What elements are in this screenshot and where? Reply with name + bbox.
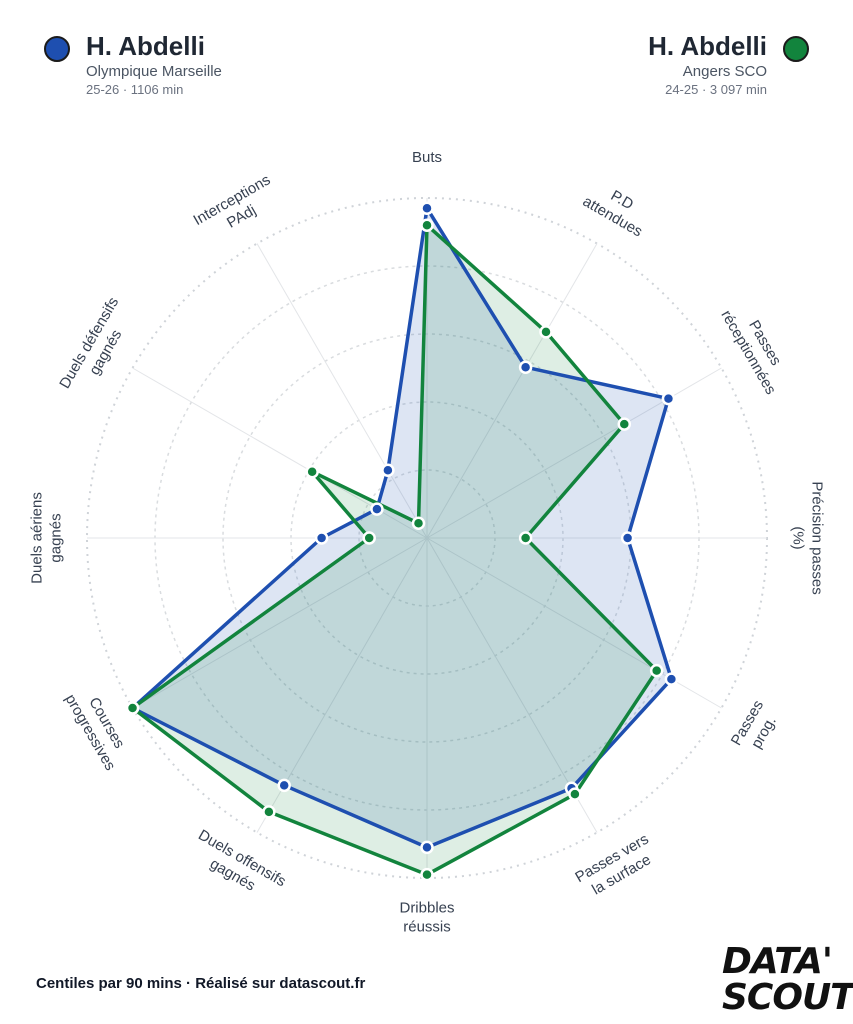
axis-label-0: Buts bbox=[412, 149, 442, 166]
grid-spoke-1 bbox=[426, 243, 598, 539]
player-2-name: H. Abdelli bbox=[648, 31, 767, 61]
axis-label-9-line-1: gagnés bbox=[47, 513, 64, 562]
series-1-point-7 bbox=[277, 778, 291, 793]
logo-line-1: DATA' bbox=[722, 941, 833, 982]
legend-player-2: H. Abdelli Angers SCO 24-25 · 3 097 min bbox=[648, 30, 809, 99]
axis-label-6-line-1: réussis bbox=[403, 918, 451, 935]
series-1-point-6 bbox=[420, 840, 434, 855]
axis-label-3: Précision passes(%) bbox=[790, 481, 826, 594]
grid-spoke-8 bbox=[132, 537, 428, 709]
player-1-color-dot bbox=[44, 36, 70, 62]
datascout-logo: DATA' SCOUT bbox=[722, 941, 853, 1018]
series-2-point-11 bbox=[411, 516, 426, 531]
series-1-point-9 bbox=[314, 531, 329, 545]
legend-player-1: H. Abdelli Olympique Marseille 25-26 · 1… bbox=[44, 30, 222, 99]
axis-label-9-line-0: Duels aériens bbox=[28, 492, 45, 584]
series-1-point-4 bbox=[664, 672, 679, 686]
series-2-point-10 bbox=[305, 464, 319, 479]
series-2-point-4 bbox=[649, 663, 664, 678]
series-1-point-10 bbox=[370, 502, 384, 516]
player-1-name: H. Abdelli bbox=[86, 31, 205, 61]
series-2-point-3 bbox=[518, 531, 533, 545]
series-1-point-2 bbox=[661, 391, 676, 406]
axis-label-0-line-0: Buts bbox=[412, 149, 442, 166]
player-1-meta: 25-26 · 1106 min bbox=[86, 82, 184, 97]
series-2-point-0 bbox=[420, 218, 434, 232]
series-1-area bbox=[132, 208, 672, 848]
grid-spoke-11 bbox=[256, 243, 428, 539]
axis-label-9: Duels aériens gagnés bbox=[28, 492, 64, 584]
series-2-point-5 bbox=[568, 787, 582, 801]
series-2-area bbox=[132, 225, 657, 875]
series-1-point-11 bbox=[381, 463, 395, 478]
player-2-club: Angers SCO bbox=[682, 63, 767, 80]
player-1-club: Olympique Marseille bbox=[86, 63, 222, 80]
axis-label-3-line-0: Précision passes bbox=[809, 481, 826, 594]
series-2-point-6 bbox=[420, 867, 434, 882]
series-1-point-0 bbox=[420, 201, 434, 215]
series-1-point-3 bbox=[620, 531, 635, 545]
axis-label-6: Dribbles réussis bbox=[399, 899, 454, 935]
series-2-point-9 bbox=[362, 531, 376, 545]
series-2-point-7 bbox=[262, 805, 276, 819]
radar-series bbox=[125, 201, 679, 882]
player-2-color-dot bbox=[783, 36, 809, 62]
axis-label-6-line-0: Dribbles bbox=[399, 899, 454, 916]
logo-line-2: SCOUT bbox=[722, 977, 853, 1018]
footer-note: Centiles par 90 mins · Réalisé sur datas… bbox=[36, 975, 366, 992]
series-2-point-8 bbox=[125, 701, 140, 715]
axis-label-3-line-1: (%) bbox=[790, 526, 807, 549]
player-2-meta: 24-25 · 3 097 min bbox=[665, 82, 767, 97]
series-2-point-2 bbox=[617, 417, 632, 431]
series-1-point-1 bbox=[518, 360, 533, 374]
series-2-point-1 bbox=[539, 325, 553, 339]
